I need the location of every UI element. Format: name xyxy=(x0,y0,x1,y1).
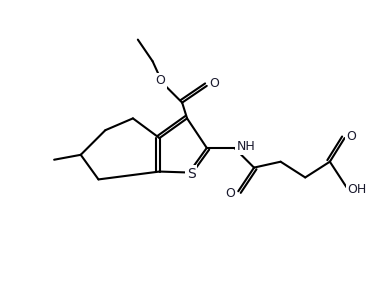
Text: OH: OH xyxy=(347,183,366,196)
Text: O: O xyxy=(225,187,235,200)
Text: NH: NH xyxy=(236,141,255,153)
Text: O: O xyxy=(210,78,220,90)
Text: O: O xyxy=(156,74,165,87)
Text: S: S xyxy=(187,166,195,180)
Text: O: O xyxy=(347,130,356,142)
